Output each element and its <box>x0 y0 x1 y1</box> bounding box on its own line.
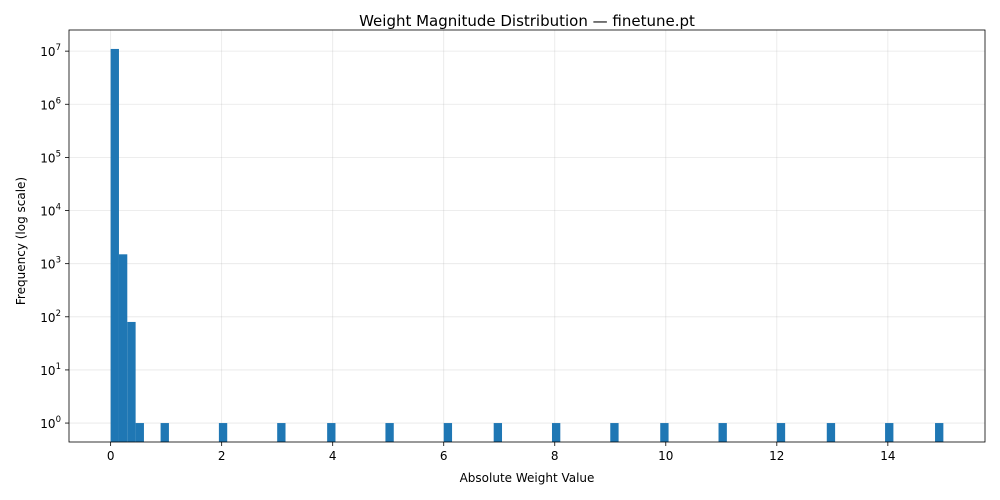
grid-layer <box>69 30 985 442</box>
y-tick-label: 100 <box>40 415 61 431</box>
histogram-bar <box>718 423 727 442</box>
histogram-bar <box>127 321 136 442</box>
histogram-bar <box>885 423 894 442</box>
x-tick-label: 10 <box>658 449 673 463</box>
y-axis-ticks: 100 101 102 103 104 105 106 107 <box>40 43 69 431</box>
histogram-bar <box>218 423 228 442</box>
y-tick-label: 103 <box>40 256 61 272</box>
x-tick-label: 2 <box>218 449 226 463</box>
x-tick-label: 6 <box>440 449 448 463</box>
x-tick-label: 0 <box>107 449 115 463</box>
y-tick-label: 104 <box>40 203 61 219</box>
x-tick-label: 4 <box>329 449 337 463</box>
histogram-bar <box>551 423 561 442</box>
histogram-bar <box>826 423 836 442</box>
y-tick-label: 106 <box>40 96 61 112</box>
histogram-bar <box>935 423 944 442</box>
y-tick-label: 101 <box>40 362 61 378</box>
bar-layer <box>110 48 944 443</box>
histogram-bar <box>660 423 669 442</box>
x-axis-ticks: 0 2 4 6 8 10 12 14 <box>107 442 895 463</box>
histogram-bar <box>443 423 453 442</box>
histogram-bar <box>135 423 144 442</box>
histogram-bar <box>277 423 286 442</box>
x-axis-label: Absolute Weight Value <box>460 471 595 485</box>
histogram-bar <box>110 48 119 443</box>
y-tick-label: 107 <box>40 43 61 59</box>
histogram-bar <box>118 254 128 442</box>
x-tick-label: 14 <box>880 449 895 463</box>
y-tick-label: 102 <box>40 309 61 325</box>
histogram-bar <box>327 423 336 442</box>
plot-frame <box>68 29 986 443</box>
histogram-bar <box>610 423 619 442</box>
x-tick-label: 8 <box>551 449 559 463</box>
histogram-bar <box>385 423 394 442</box>
histogram-bar <box>160 423 169 442</box>
histogram-bar <box>493 423 503 442</box>
chart-title: Weight Magnitude Distribution — finetune… <box>359 12 695 30</box>
histogram-bar <box>776 423 786 442</box>
y-tick-label: 105 <box>40 149 61 165</box>
x-tick-label: 12 <box>769 449 784 463</box>
y-axis-label: Frequency (log scale) <box>14 177 28 305</box>
